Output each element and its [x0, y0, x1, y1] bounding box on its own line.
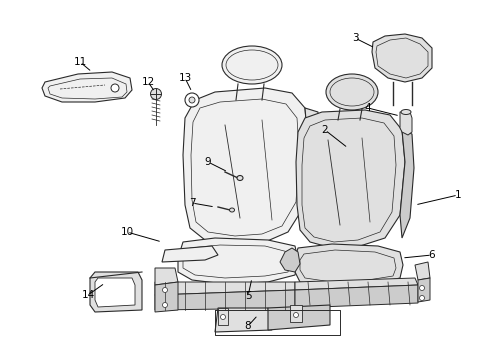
Text: 10: 10 [120, 227, 133, 237]
Polygon shape [294, 285, 417, 308]
Polygon shape [399, 112, 411, 135]
Ellipse shape [229, 208, 234, 212]
Ellipse shape [162, 288, 167, 292]
Polygon shape [295, 110, 404, 248]
Ellipse shape [162, 302, 167, 307]
Text: 2: 2 [321, 125, 327, 135]
Ellipse shape [111, 84, 119, 92]
Text: 7: 7 [188, 198, 195, 208]
Text: 12: 12 [141, 77, 154, 87]
Polygon shape [90, 272, 142, 312]
Polygon shape [280, 248, 299, 272]
Ellipse shape [325, 74, 377, 110]
Polygon shape [399, 130, 413, 238]
Ellipse shape [189, 97, 195, 103]
Polygon shape [155, 290, 294, 310]
Polygon shape [155, 268, 178, 285]
Text: 8: 8 [244, 321, 251, 331]
Polygon shape [155, 282, 178, 312]
Polygon shape [417, 278, 429, 302]
Polygon shape [414, 262, 429, 280]
Text: 6: 6 [428, 250, 434, 260]
Text: 13: 13 [178, 73, 191, 83]
Text: 11: 11 [73, 57, 86, 67]
Polygon shape [42, 72, 132, 102]
Ellipse shape [419, 296, 424, 301]
Ellipse shape [237, 175, 243, 180]
Ellipse shape [184, 93, 199, 107]
Ellipse shape [222, 46, 282, 84]
Ellipse shape [400, 109, 410, 114]
Polygon shape [267, 305, 329, 330]
Polygon shape [305, 108, 319, 232]
Text: 3: 3 [351, 33, 358, 43]
Polygon shape [215, 308, 271, 332]
Polygon shape [218, 308, 227, 325]
Polygon shape [289, 305, 302, 322]
Ellipse shape [293, 312, 298, 318]
Polygon shape [95, 278, 135, 307]
Ellipse shape [150, 89, 161, 99]
Text: 14: 14 [81, 290, 95, 300]
Polygon shape [178, 238, 297, 284]
Ellipse shape [220, 315, 225, 320]
Polygon shape [155, 282, 294, 295]
Polygon shape [183, 88, 307, 244]
Ellipse shape [419, 285, 424, 291]
Text: 1: 1 [454, 190, 460, 200]
Text: 9: 9 [204, 157, 211, 167]
Text: 4: 4 [364, 103, 370, 113]
Polygon shape [371, 34, 431, 82]
Polygon shape [294, 244, 402, 286]
Text: 5: 5 [244, 291, 251, 301]
Polygon shape [162, 246, 218, 262]
Polygon shape [294, 278, 417, 290]
